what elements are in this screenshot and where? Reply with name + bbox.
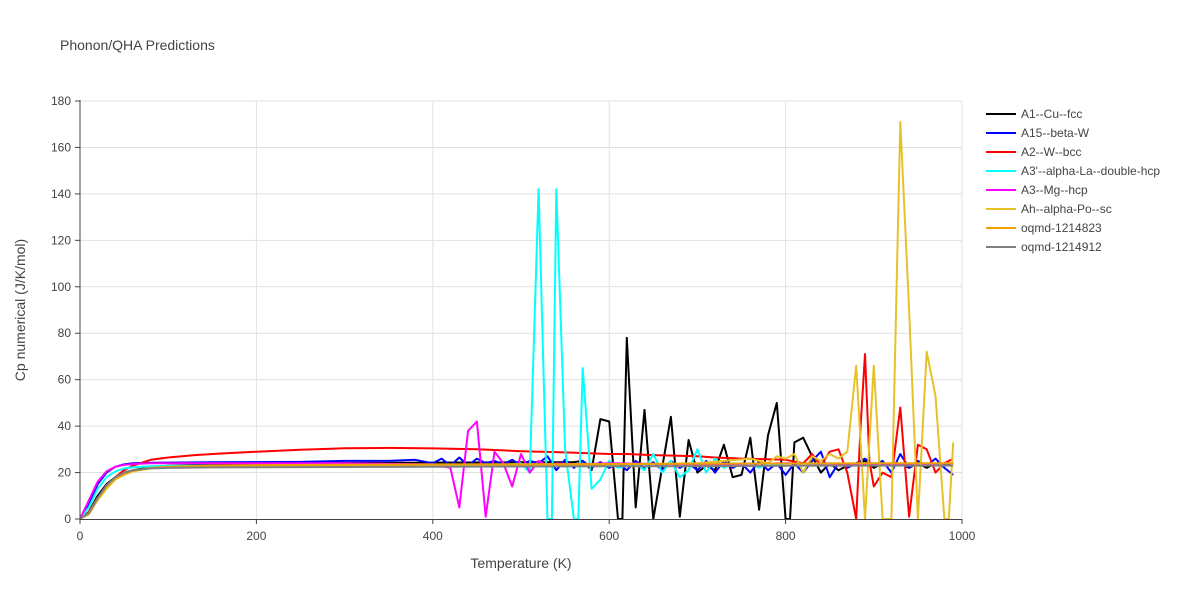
series-line-7[interactable]: [80, 464, 954, 519]
legend-item[interactable]: oqmd-1214912: [986, 240, 1102, 254]
y-tick-label: 40: [58, 419, 72, 433]
legend-item[interactable]: Ah--alpha-Po--sc: [986, 202, 1112, 216]
legend-item[interactable]: oqmd-1214823: [986, 221, 1102, 235]
x-axis-label: Temperature (K): [470, 555, 571, 571]
y-tick-label: 80: [58, 326, 72, 340]
legend-label: oqmd-1214912: [1021, 240, 1102, 254]
legend-label: A2--W--bcc: [1021, 145, 1081, 159]
y-axis-label: Cp numerical (J/K/mol): [12, 239, 28, 381]
plot-area: [80, 120, 955, 519]
series-line-5[interactable]: [80, 120, 955, 519]
x-tick-label: 200: [246, 529, 266, 543]
y-tick-label: 160: [51, 140, 71, 154]
legend-label: A3'--alpha-La--double-hcp: [1021, 164, 1160, 178]
y-tick-label: 140: [51, 187, 71, 201]
legend-label: Ah--alpha-Po--sc: [1021, 202, 1112, 216]
legend[interactable]: A1--Cu--fcc A15--beta-W A2--W--bcc A3'--alp…: [986, 107, 1160, 254]
grid: [80, 100, 963, 519]
series-line-2[interactable]: [80, 353, 954, 519]
axes: 0 200 400 600 800 1000 0 20 40 60 80 100 120 140 160 18…: [51, 94, 976, 543]
y-tick-label: 120: [51, 233, 71, 247]
legend-item[interactable]: A3--Mg--hcp: [986, 183, 1088, 197]
x-tick-label: 0: [77, 529, 84, 543]
x-tick-label: 800: [776, 529, 796, 543]
x-tick-label: 1000: [949, 529, 976, 543]
legend-item[interactable]: A1--Cu--fcc: [986, 107, 1082, 121]
y-tick-label: 100: [51, 280, 71, 294]
x-tick-label: 400: [423, 529, 443, 543]
legend-label: A1--Cu--fcc: [1021, 107, 1082, 121]
legend-label: A3--Mg--hcp: [1021, 183, 1088, 197]
y-tick-label: 180: [51, 94, 71, 108]
y-tick-label: 0: [64, 512, 71, 526]
y-tick-label: 20: [58, 466, 72, 480]
legend-item[interactable]: A3'--alpha-La--double-hcp: [986, 164, 1160, 178]
legend-item[interactable]: A15--beta-W: [986, 126, 1090, 140]
series-line-0[interactable]: [80, 336, 954, 519]
legend-label: oqmd-1214823: [1021, 221, 1102, 235]
x-tick-label: 600: [599, 529, 619, 543]
y-tick-label: 60: [58, 373, 72, 387]
chart-title: Phonon/QHA Predictions: [60, 37, 215, 53]
legend-label: A15--beta-W: [1021, 126, 1090, 140]
legend-item[interactable]: A2--W--bcc: [986, 145, 1081, 159]
